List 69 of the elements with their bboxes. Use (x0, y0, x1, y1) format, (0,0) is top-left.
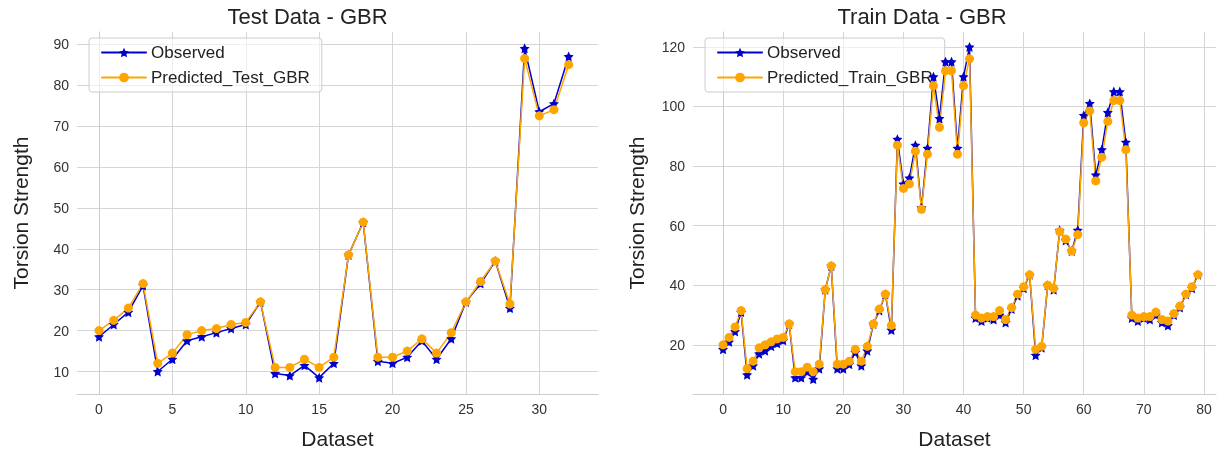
y-tick-label: 60 (669, 217, 686, 234)
chart-title: Train Data - GBR (837, 3, 1007, 29)
x-tick-label: 60 (1075, 401, 1092, 417)
x-tick-label: 0 (719, 401, 728, 417)
y-tick-label: 80 (53, 77, 70, 94)
point (197, 326, 207, 336)
y-tick-label: 100 (661, 98, 686, 115)
x-tick-label: 70 (1136, 401, 1152, 417)
point (519, 43, 530, 54)
x-tick-label: 30 (895, 401, 912, 417)
x-tick-label: 0 (95, 401, 104, 417)
point (153, 358, 163, 368)
y-tick-label: 120 (661, 38, 686, 55)
point (520, 54, 530, 64)
point (549, 105, 559, 115)
y-tick-label: 10 (53, 363, 70, 380)
y-axis-title: Torsion Strength (9, 136, 32, 290)
point (270, 362, 280, 372)
point (299, 354, 309, 364)
x-tick-label: 5 (168, 401, 177, 417)
y-axis-title: Torsion Strength (625, 136, 648, 290)
y-tick-label: 40 (669, 277, 686, 294)
x-tick-label: 15 (311, 401, 328, 417)
legend-label: Predicted_Train_GBR (767, 68, 933, 87)
point (182, 330, 192, 340)
point (388, 352, 398, 362)
y-tick-label: 20 (53, 322, 70, 339)
point (284, 370, 295, 381)
y-tick-label: 70 (53, 118, 70, 135)
point (152, 366, 163, 377)
point (564, 60, 574, 70)
point (314, 372, 325, 383)
point (94, 326, 104, 336)
point (123, 303, 133, 313)
x-tick-label: 40 (955, 401, 972, 417)
x-tick-label: 25 (458, 401, 474, 417)
x-tick-label: 20 (384, 401, 401, 417)
x-axis-title: Dataset (301, 427, 374, 450)
y-tick-label: 90 (53, 36, 70, 53)
x-tick-label: 30 (531, 401, 548, 417)
point (402, 346, 412, 356)
point (505, 299, 515, 309)
point (534, 111, 544, 121)
x-tick-label: 10 (237, 401, 254, 417)
y-tick-label: 30 (53, 281, 70, 298)
point (226, 319, 236, 329)
y-tick-label: 60 (53, 158, 70, 175)
y-tick-label: 40 (53, 240, 70, 257)
point (314, 362, 324, 372)
point (285, 362, 295, 372)
point (329, 352, 339, 362)
x-axis-title: Dataset (918, 427, 991, 450)
x-tick-label: 50 (1015, 401, 1032, 417)
y-tick-label: 20 (669, 336, 686, 353)
legend-label: Predicted_Test_GBR (151, 68, 310, 87)
point (211, 324, 221, 334)
legend-label: Observed (151, 43, 225, 62)
x-tick-label: 10 (775, 401, 792, 417)
legend-label: Observed (767, 43, 841, 62)
chart-title: Test Data - GBR (227, 3, 388, 29)
x-tick-label: 80 (1196, 401, 1212, 417)
point (109, 315, 119, 325)
point (373, 352, 383, 362)
point (446, 328, 456, 338)
point (432, 348, 442, 358)
point (167, 348, 177, 358)
x-tick-label: 20 (835, 401, 852, 417)
y-tick-label: 50 (53, 199, 70, 216)
y-tick-label: 80 (669, 158, 686, 175)
